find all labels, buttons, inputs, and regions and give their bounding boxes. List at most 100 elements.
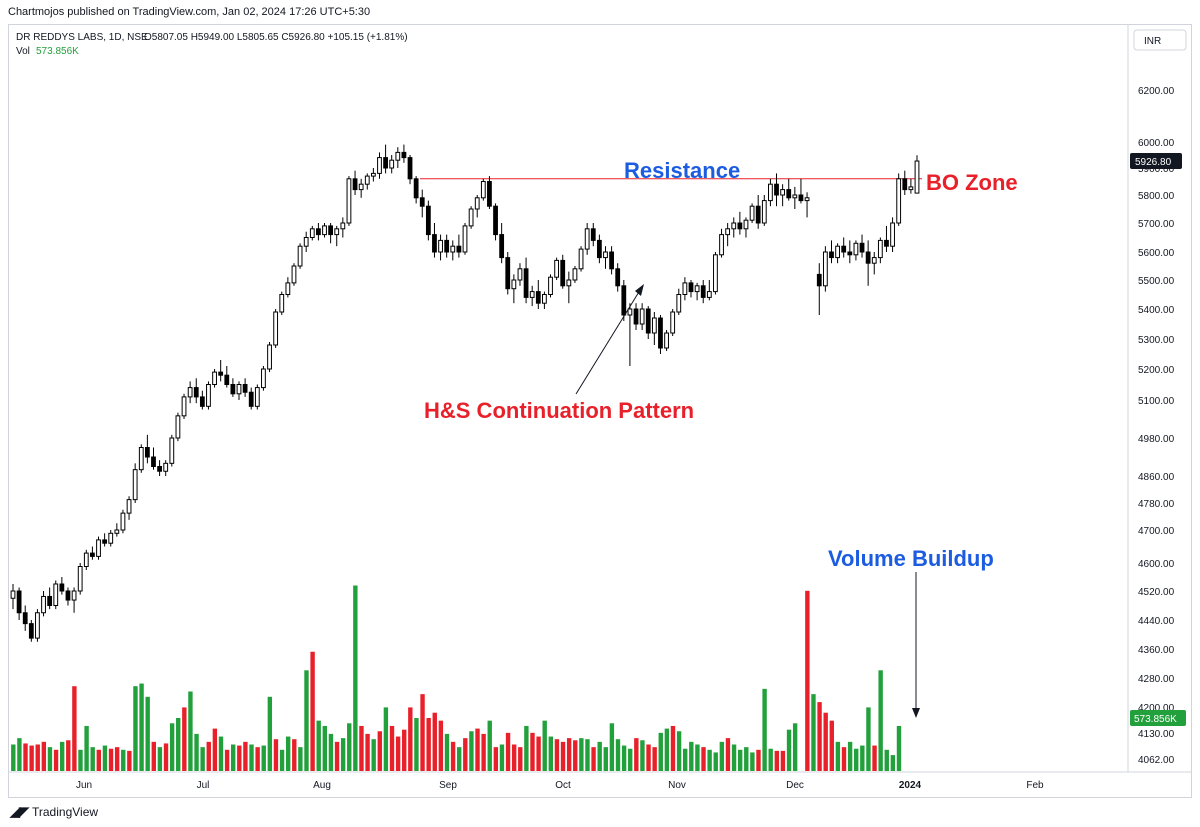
volume-bar [359, 725, 364, 771]
x-tick-label: 2024 [899, 780, 922, 791]
volume-bar [878, 670, 883, 771]
volume-bar [414, 718, 419, 771]
volume-bar [456, 747, 462, 771]
volume-bar [212, 728, 218, 771]
volume-bar [395, 736, 401, 771]
y-tick-label: 6000.00 [1138, 138, 1175, 149]
header: Chartmojos published on TradingView.com,… [0, 0, 1200, 22]
volume-bar [762, 688, 767, 771]
volume-bars [11, 585, 902, 771]
candle-body [120, 512, 126, 531]
volume-bar [890, 755, 896, 771]
volume-bar [860, 745, 865, 771]
volume-bar [279, 749, 285, 771]
candle-body [462, 225, 468, 253]
chart[interactable]: DR REDDYS LABS, 1D, NSE O5807.05 H5949.0… [0, 0, 1200, 800]
candle-body [682, 282, 688, 295]
y-tick-label: 4280.00 [1138, 674, 1175, 685]
volume-bar [127, 750, 132, 771]
candle-body [413, 178, 419, 199]
volume-bar [737, 749, 743, 771]
volume-bar [298, 747, 303, 771]
candle-body [804, 197, 810, 202]
annotation-volume-buildup[interactable]: Volume Buildup [828, 546, 994, 571]
candle-body [865, 251, 871, 264]
volume-bar [47, 747, 53, 771]
candle-body [377, 157, 382, 174]
volume-bar [591, 747, 596, 771]
candle-body [71, 590, 77, 601]
annotation-bo-zone[interactable]: BO Zone [926, 170, 1018, 195]
y-tick-label: 6200.00 [1138, 86, 1175, 97]
candle-body [316, 228, 321, 236]
volume-bar [84, 725, 89, 771]
volume-bar [261, 745, 266, 771]
candle-body [401, 151, 407, 159]
volume-bar [634, 738, 639, 771]
y-tick-label: 4600.00 [1138, 559, 1175, 570]
candle-body [511, 279, 517, 290]
volume-bar [573, 740, 578, 771]
y-tick-label: 5700.00 [1138, 219, 1175, 230]
volume-bar [402, 729, 407, 771]
candle-body [596, 239, 602, 259]
volume-bar [560, 741, 566, 771]
volume-bar [475, 728, 480, 771]
y-tick-label: 4700.00 [1138, 526, 1175, 537]
volume-bar [505, 732, 511, 771]
volume-bar [304, 670, 309, 771]
candle-body [743, 219, 749, 230]
volume-bar [786, 729, 792, 771]
candle-body [126, 499, 132, 514]
candle-body [468, 208, 474, 227]
volume-bar [566, 738, 572, 771]
volume-bar [524, 725, 529, 771]
x-tick-label: Aug [313, 780, 331, 791]
candle-body [450, 245, 456, 253]
candle-body [389, 159, 395, 169]
candle-body [688, 282, 694, 293]
candle-body [706, 291, 712, 298]
candle-body [438, 239, 443, 253]
candle-body [835, 245, 840, 259]
currency-box[interactable] [1133, 29, 1187, 51]
candle-body [774, 183, 779, 196]
candle-body [578, 248, 584, 270]
y-tick-label: 4200.00 [1138, 703, 1175, 714]
candle-body [609, 251, 614, 270]
candle-body [108, 532, 114, 544]
volume-bar [676, 731, 682, 771]
annotation-resistance[interactable]: Resistance [624, 158, 740, 183]
pattern-arrow[interactable] [575, 286, 643, 395]
volume-bar [664, 728, 670, 771]
candle-body [884, 239, 889, 247]
volume-bar [371, 739, 376, 771]
volume-bar [200, 747, 205, 771]
candle-body [633, 308, 639, 325]
chart-frame[interactable] [8, 24, 1192, 798]
candle-body [41, 595, 46, 614]
annotation-hs-pattern[interactable]: H&S Continuation Pattern [424, 398, 694, 423]
candle-body [163, 462, 169, 472]
candle-body [548, 276, 553, 296]
candle-body [731, 222, 737, 230]
candle-body [480, 181, 486, 199]
candle-body [761, 200, 767, 224]
volume-bar [340, 738, 346, 771]
volume-bar [151, 741, 156, 771]
last-volume-tag [1130, 710, 1186, 726]
candles [10, 144, 920, 642]
y-tick-label: 4780.00 [1138, 499, 1175, 510]
candle-body [383, 157, 388, 169]
candle-body [83, 552, 89, 567]
tradingview-logo[interactable]: ◢◤ TradingView [10, 804, 98, 820]
volume-bar [554, 739, 560, 771]
volume-bar [102, 745, 108, 771]
volume-bar [273, 739, 279, 771]
y-tick-label: 5400.00 [1138, 305, 1175, 316]
y-tick-label: 4062.00 [1138, 755, 1175, 766]
candle-body [523, 268, 529, 298]
candle-body [908, 186, 914, 191]
y-tick-label: 5100.00 [1138, 396, 1175, 407]
volume-bar [463, 738, 468, 771]
